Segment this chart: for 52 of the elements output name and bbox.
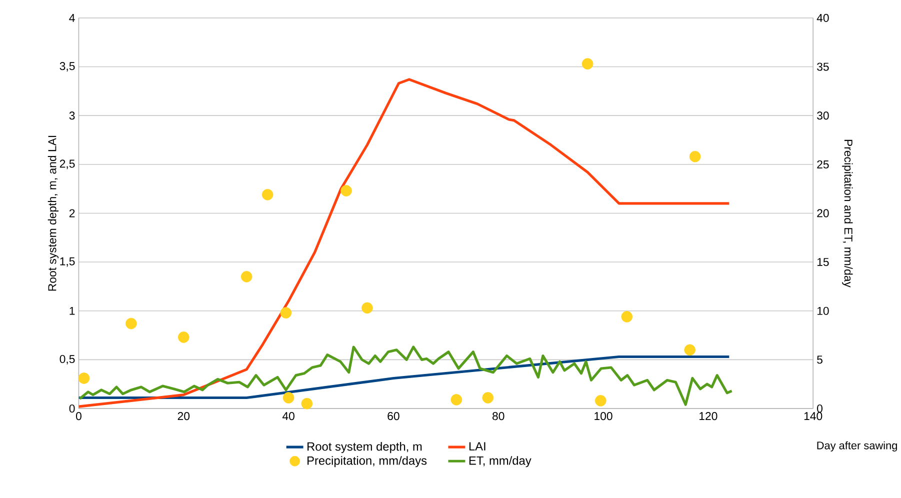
point	[594, 394, 606, 406]
y-tick-label: 0	[69, 404, 75, 412]
y2-tick-label: 5	[817, 356, 822, 364]
point	[262, 188, 274, 200]
y-tick-label: 4	[69, 14, 75, 22]
point	[684, 344, 696, 356]
y-tick-label: 1,5	[60, 257, 75, 267]
y-tick-label: 2,5	[60, 160, 75, 170]
line-series	[78, 346, 734, 406]
point	[301, 398, 313, 410]
point	[482, 392, 494, 404]
x-tick-label: 40	[282, 412, 294, 420]
y2-tick-label: 40	[816, 14, 829, 22]
x-tick-label: 120	[700, 412, 718, 420]
y-tick-label: 3,5	[60, 62, 75, 72]
y-tick-label: 1	[70, 306, 75, 315]
y2-tick-label: 15	[817, 258, 829, 266]
point	[240, 270, 252, 282]
point	[126, 318, 137, 330]
y-axis-title: Root system depth, m, and LAI	[48, 136, 59, 291]
point	[280, 307, 292, 318]
y2-tick-label: 35	[817, 62, 829, 71]
legend-label: Precipitation, mm/days	[308, 456, 427, 468]
x-tick-label: 0	[76, 412, 82, 420]
y2-tick-label: 20	[817, 209, 829, 218]
point	[621, 310, 633, 322]
legend-label: ET, mm/day	[469, 456, 532, 468]
point	[689, 150, 701, 162]
x-tick-label: 80	[492, 412, 504, 420]
y-tick-label: 2	[69, 209, 75, 218]
legend-label: LAI	[469, 442, 486, 450]
y2-axis-title: Precipitation and ET, mm/day	[842, 140, 853, 288]
point	[582, 58, 594, 70]
y2-tick-label: 0	[817, 404, 822, 412]
x-axis-title: Day after sawing	[817, 441, 897, 452]
line-series	[78, 78, 730, 408]
y2-tick-label: 30	[817, 111, 829, 120]
y-tick-label: 0,5	[60, 354, 75, 364]
point	[178, 331, 190, 343]
x-tick-label: 60	[388, 412, 400, 420]
y2-tick-label: 10	[817, 306, 829, 315]
x-tick-label: 140	[804, 412, 822, 420]
point	[450, 394, 462, 406]
point	[340, 185, 352, 196]
legend-label: Root system depth, m	[308, 442, 422, 453]
point	[362, 302, 373, 314]
y2-tick-label: 25	[817, 160, 829, 168]
point	[78, 372, 90, 384]
x-tick-label: 100	[594, 412, 612, 420]
point	[282, 392, 294, 404]
x-tick-label: 20	[178, 412, 190, 420]
y-tick-label: 3	[69, 111, 75, 120]
